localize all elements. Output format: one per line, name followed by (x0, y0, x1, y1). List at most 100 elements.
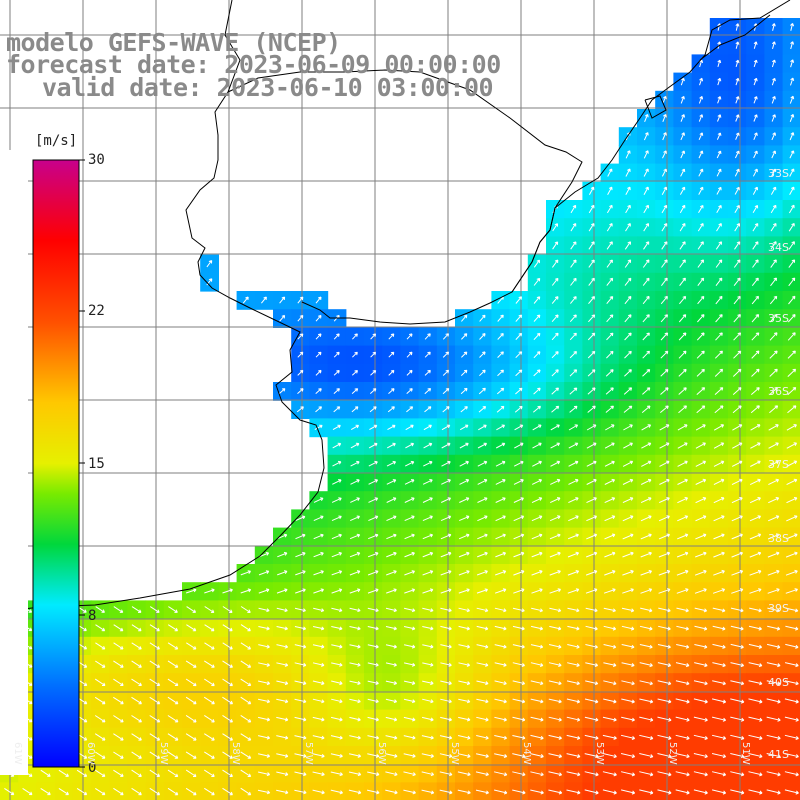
wind-arrow (679, 204, 686, 214)
wind-arrow (332, 460, 342, 467)
wind-arrow (368, 497, 379, 503)
wind-arrow (711, 734, 727, 740)
wind-arrow (149, 787, 161, 796)
wind-arrow (661, 204, 668, 214)
wind-arrow (331, 698, 343, 704)
lat-label-33s: 33S (768, 167, 789, 180)
wind-arrow (769, 295, 778, 305)
wind-arrow (606, 241, 613, 250)
wind-arrow (768, 497, 780, 504)
wind-arrow (748, 643, 763, 649)
wind-arrow (734, 186, 740, 195)
wind-arrow (22, 787, 33, 796)
wind-arrow (312, 626, 325, 631)
wind-arrow (350, 460, 360, 467)
wind-arrow (770, 204, 777, 214)
wind-arrow (751, 368, 760, 377)
wind-arrow (261, 296, 267, 304)
lat-label-34s: 34S (768, 241, 789, 254)
wind-arrow (94, 733, 106, 741)
wind-arrow (568, 515, 579, 522)
wind-arrow (695, 460, 707, 467)
wind-arrow (349, 551, 361, 558)
wind-arrow (494, 607, 507, 613)
wind-arrow (530, 789, 544, 795)
wind-arrow (386, 588, 397, 594)
wind-arrow (424, 333, 431, 340)
wind-arrow (475, 789, 489, 795)
wind-arrow (789, 132, 795, 141)
wind-arrow (530, 753, 544, 759)
wind-arrow (715, 277, 723, 287)
colorbar-tick-0: 0 (88, 760, 97, 776)
wind-arrow (677, 442, 688, 449)
wind-arrow (496, 424, 506, 431)
wind-arrow (676, 569, 689, 576)
wind-arrow (658, 588, 671, 594)
wind-arrow (386, 442, 396, 449)
wind-arrow (753, 41, 758, 49)
wind-arrow (658, 625, 671, 631)
wind-arrow (753, 150, 758, 159)
wind-arrow (4, 787, 15, 796)
wind-arrow (385, 771, 398, 777)
wind-arrow (679, 241, 686, 250)
wind-arrow (550, 460, 561, 467)
wind-arrow (167, 787, 179, 796)
wind-arrow (786, 497, 798, 504)
wind-arrow (639, 625, 653, 631)
wind-arrow (388, 333, 395, 340)
wind-arrow (240, 769, 252, 777)
wind-arrow (531, 479, 543, 485)
wind-arrow (530, 734, 544, 740)
wind-arrow (551, 314, 559, 323)
wind-arrow (784, 680, 799, 686)
wind-arrow (530, 716, 544, 722)
wind-arrow (352, 333, 358, 340)
wind-arrow (204, 660, 215, 668)
wind-arrow (368, 442, 378, 449)
wind-arrow (149, 642, 160, 650)
wind-arrow (313, 515, 324, 522)
wind-arrow (276, 716, 289, 722)
wind-arrow (441, 479, 451, 485)
wind-arrow (643, 132, 649, 141)
wind-arrow (94, 678, 106, 686)
wind-arrow (277, 551, 288, 558)
wind-arrow (603, 625, 617, 631)
wind-arrow (369, 388, 377, 394)
wind-arrow (533, 351, 541, 359)
valid-date-title: valid date: 2023-06-10 03:00:00 (42, 73, 494, 102)
wind-arrow (422, 588, 434, 594)
wind-arrow (640, 588, 653, 594)
wind-arrow (240, 714, 252, 723)
wind-arrow (185, 678, 197, 687)
wind-arrow (442, 388, 450, 395)
wind-arrow (113, 624, 124, 632)
wind-arrow (693, 753, 708, 759)
wind-arrow (242, 296, 249, 304)
wind-arrow (676, 607, 689, 613)
wind-arrow (531, 551, 543, 558)
wind-arrow (331, 533, 342, 540)
wind-arrow (512, 625, 525, 631)
wind-arrow (477, 497, 488, 503)
wind-arrow (387, 406, 395, 413)
wind-arrow (786, 442, 798, 449)
wind-arrow (439, 753, 453, 758)
wind-arrow (753, 59, 758, 68)
wind-arrow (385, 662, 397, 667)
wind-arrow (294, 771, 307, 777)
wind-arrow (512, 680, 526, 686)
wind-arrow (312, 771, 325, 777)
wind-arrow (477, 479, 488, 485)
wind-arrow (279, 296, 286, 304)
wind-arrow (695, 442, 706, 449)
wind-arrow (333, 351, 340, 358)
wind-arrow (623, 405, 633, 413)
wind-arrow (476, 607, 489, 613)
wind-arrow (622, 533, 634, 540)
wind-arrow (752, 259, 759, 268)
wind-arrow (403, 771, 416, 777)
